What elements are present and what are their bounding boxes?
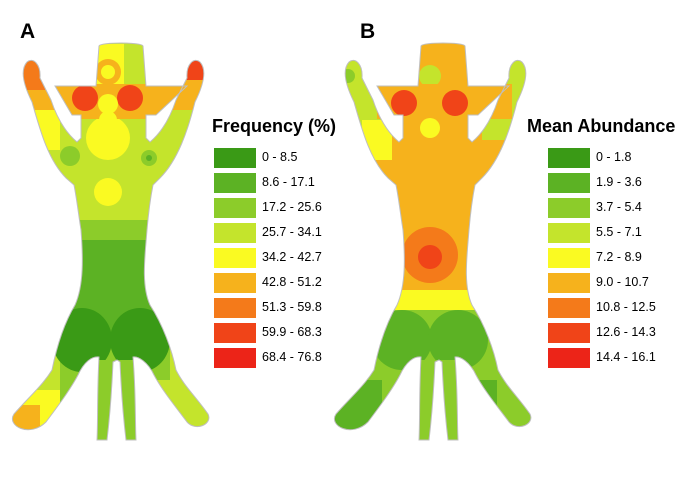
legend-item: 8.6 - 17.1 — [214, 173, 414, 193]
legend-item: 0 - 1.8 — [548, 148, 685, 168]
legend-label: 9.0 - 10.7 — [596, 275, 649, 289]
legend-item: 1.9 - 3.6 — [548, 173, 685, 193]
panel-a-body-map — [12, 43, 209, 440]
legend-item: 12.6 - 14.3 — [548, 323, 685, 343]
legend-item: 5.5 - 7.1 — [548, 223, 685, 243]
legend-label: 68.4 - 76.8 — [262, 350, 322, 364]
legend-swatch — [214, 173, 256, 193]
legend-label: 0 - 8.5 — [262, 150, 298, 164]
legend-label: 7.2 - 8.9 — [596, 250, 642, 264]
legend-label: 25.7 - 34.1 — [262, 225, 322, 239]
legend-item: 25.7 - 34.1 — [214, 223, 414, 243]
legend-item: 51.3 - 59.8 — [214, 298, 414, 318]
legend-swatch — [548, 198, 590, 218]
legend-swatch — [214, 223, 256, 243]
legend-item: 17.2 - 25.6 — [214, 198, 414, 218]
legend-item: 7.2 - 8.9 — [548, 248, 685, 268]
legend-label: 34.2 - 42.7 — [262, 250, 322, 264]
legend-label: 10.8 - 12.5 — [596, 300, 656, 314]
legend-swatch — [548, 298, 590, 318]
legend-swatch — [548, 273, 590, 293]
legend-swatch — [548, 148, 590, 168]
legend-item: 34.2 - 42.7 — [214, 248, 414, 268]
legend-label: 51.3 - 59.8 — [262, 300, 322, 314]
legend-item: 14.4 - 16.1 — [548, 348, 685, 368]
legend-item: 59.9 - 68.3 — [214, 323, 414, 343]
legend-label: 42.8 - 51.2 — [262, 275, 322, 289]
legend-swatch — [214, 248, 256, 268]
legend-swatch — [548, 248, 590, 268]
legend-swatch — [214, 348, 256, 368]
legend-item: 0 - 8.5 — [214, 148, 414, 168]
legend-swatch — [548, 173, 590, 193]
legend-swatch — [214, 148, 256, 168]
panel-b-letter: B — [360, 20, 376, 43]
legend-swatch — [548, 348, 590, 368]
legend-label: 3.7 - 5.4 — [596, 200, 642, 214]
legend-swatch — [214, 298, 256, 318]
legend-label: 12.6 - 14.3 — [596, 325, 656, 339]
legend-swatch — [548, 223, 590, 243]
legend-label: 5.5 - 7.1 — [596, 225, 642, 239]
legend-label: 59.9 - 68.3 — [262, 325, 322, 339]
legend-swatch — [214, 323, 256, 343]
panel-a-legend-title: Frequency (%) — [212, 116, 337, 136]
legend-label: 17.2 - 25.6 — [262, 200, 322, 214]
panel-b-body-map — [334, 43, 531, 440]
panel-b-legend-title: Mean Abundance — [527, 116, 676, 136]
legend-label: 8.6 - 17.1 — [262, 175, 315, 189]
legend-label: 0 - 1.8 — [596, 150, 632, 164]
legend-item: 9.0 - 10.7 — [548, 273, 685, 293]
legend-swatch — [214, 273, 256, 293]
legend-item: 10.8 - 12.5 — [548, 298, 685, 318]
legend-item: 68.4 - 76.8 — [214, 348, 414, 368]
legend-item: 42.8 - 51.2 — [214, 273, 414, 293]
legend-item: 3.7 - 5.4 — [548, 198, 685, 218]
legend-swatch — [214, 198, 256, 218]
legend-label: 1.9 - 3.6 — [596, 175, 642, 189]
legend-swatch — [548, 323, 590, 343]
legend-label: 14.4 - 16.1 — [596, 350, 656, 364]
panel-a-letter: A — [20, 20, 36, 43]
